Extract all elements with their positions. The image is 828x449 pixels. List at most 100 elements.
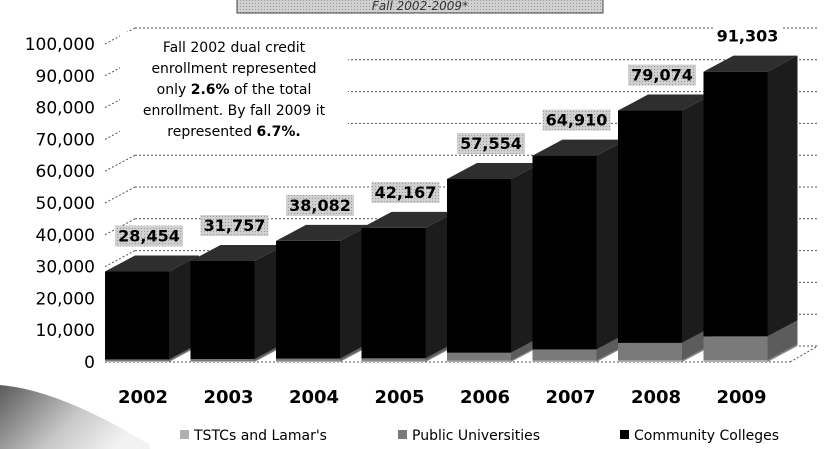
data-label-2006: 57,554 [457,132,525,154]
bar-segment-public-universities-2008 [618,342,682,361]
y-tick-label: 20,000 [36,289,95,309]
bar-group-2005 [361,211,456,362]
legend-swatch [620,430,629,439]
legend-item-tstcs-and-lamar-s: TSTCs and Lamar's [180,428,327,444]
gridline-diagonal [104,186,136,204]
bar-top [618,94,712,111]
bar-top [276,224,370,241]
bar-group-2002 [105,255,199,362]
legend-item-public-universities: Public Universities [398,428,540,444]
legend-swatch [398,430,407,439]
bar-group-2008 [618,94,712,362]
y-tick-label: 50,000 [36,194,95,214]
bar-segment-tstcs-and-lamar-s-2005 [361,360,426,362]
data-label-text: 57,554 [460,134,522,153]
y-tick-label: 100,000 [25,35,95,55]
bar-group-2004 [276,224,370,362]
bar-segment-tstcs-and-lamar-s-2007 [532,360,597,362]
data-label-2003: 31,757 [200,215,269,237]
annotation-segment: 2.6% [191,82,230,98]
data-label-bg [200,215,269,237]
bar-segment-tstcs-and-lamar-s-2002 [105,361,169,362]
bar-segment-public-universities-2009 [703,336,768,361]
bar-segment-community-colleges-2009 [703,71,768,337]
annotation-segment: represented [167,124,256,140]
x-tick-label-2009: 2009 [716,387,766,408]
chart-title: Fall 2002-2009* [372,0,468,13]
annotation-segment: Fall 2002 dual credit [163,40,306,56]
y-axis: 0 10,000 20,000 30,000 40,000 50,000 60,000 70,… [25,35,95,373]
x-tick-label-2006: 2006 [460,387,510,408]
bar-segment-community-colleges-2004 [276,240,340,359]
legend-swatch [180,430,189,439]
bar-segment-tstcs-and-lamar-s-2006 [447,360,511,362]
bar-segment-community-colleges-2002 [105,271,169,360]
gridline-diagonal [104,154,136,172]
data-label-2005: 42,167 [371,181,440,203]
data-labels: 28,454 31,757 38,082 42,167 57,554 64,910 79,0… [115,25,782,247]
data-label-bg [371,181,440,203]
data-label-2004: 38,082 [286,194,354,216]
bar-top [190,245,285,262]
annotation-segment: 6.7%. [257,124,301,140]
x-tick-label-2007: 2007 [545,387,595,408]
bar-segment-community-colleges-2005 [361,227,426,359]
legend-label: Community Colleges [634,428,779,444]
bar-top [703,55,798,72]
legend-item-community-colleges: Community Colleges [620,428,779,444]
annotation-callout: Fall 2002 dual credit enrollment represen… [120,32,348,150]
data-label-text: 28,454 [118,227,180,246]
annotation-segment: only [157,82,191,98]
annotation-segment: enrollment. By fall 2009 it [143,103,326,119]
legend-label: Public Universities [412,428,540,444]
data-label-2002: 28,454 [115,225,183,247]
annotation-segment: enrollment represented [151,61,316,77]
data-label-text: 79,074 [631,66,693,85]
data-label-text: 31,757 [204,216,266,235]
y-tick-label: 80,000 [36,99,95,119]
data-label-bg [713,25,782,47]
data-label-bg [286,194,354,216]
data-label-bg [542,109,611,131]
data-label-text: 38,082 [289,196,351,215]
data-label-2007: 64,910 [542,109,611,131]
bar-segment-community-colleges-2007 [532,155,597,350]
bar-segment-tstcs-and-lamar-s-2004 [276,360,340,362]
bar-top [532,139,627,156]
y-tick-label: 90,000 [36,67,95,87]
data-label-2009: 91,303 [713,25,782,47]
bar-segment-community-colleges-2008 [618,110,682,343]
bar-group-2007 [532,139,627,362]
bar-segment-community-colleges-2006 [447,178,511,353]
chart-title-banner: Fall 2002-2009* [236,0,604,14]
y-tick-label: 60,000 [36,162,95,182]
x-axis: 2002 2003 2004 2005 2006 2007 2008 2009 [118,387,767,408]
legend: TSTCs and Lamar's Public Universities Comm… [180,428,779,444]
legend-label: TSTCs and Lamar's [193,428,327,444]
bar-segment-public-universities-2003 [190,359,255,362]
bar-side [767,55,798,337]
bar-segment-public-universities-2002 [105,359,169,362]
annotation-text: Fall 2002 dual credit enrollment represen… [143,40,326,140]
bar-segment-tstcs-and-lamar-s-2009 [703,360,768,362]
data-label-text: 64,910 [546,111,608,130]
bar-segment-tstcs-and-lamar-s-2008 [618,360,682,362]
data-label-bg [457,132,525,154]
bar-top [361,211,456,228]
data-label-bg [115,225,183,247]
bar-group-2003 [190,245,285,362]
bar-segment-public-universities-2006 [447,352,511,361]
bar-side [767,344,798,362]
y-tick-label: 0 [84,353,95,373]
bar-group-2006 [447,162,541,362]
y-tick-label: 40,000 [36,226,95,246]
bar-segment-public-universities-2005 [361,358,426,361]
x-tick-label-2002: 2002 [118,387,168,408]
x-tick-label-2003: 2003 [203,387,253,408]
bar-group-2009 [703,55,798,362]
y-tick-label: 30,000 [36,258,95,278]
x-tick-label-2004: 2004 [289,387,339,408]
bar-top [447,162,541,179]
y-tick-label: 70,000 [36,130,95,150]
